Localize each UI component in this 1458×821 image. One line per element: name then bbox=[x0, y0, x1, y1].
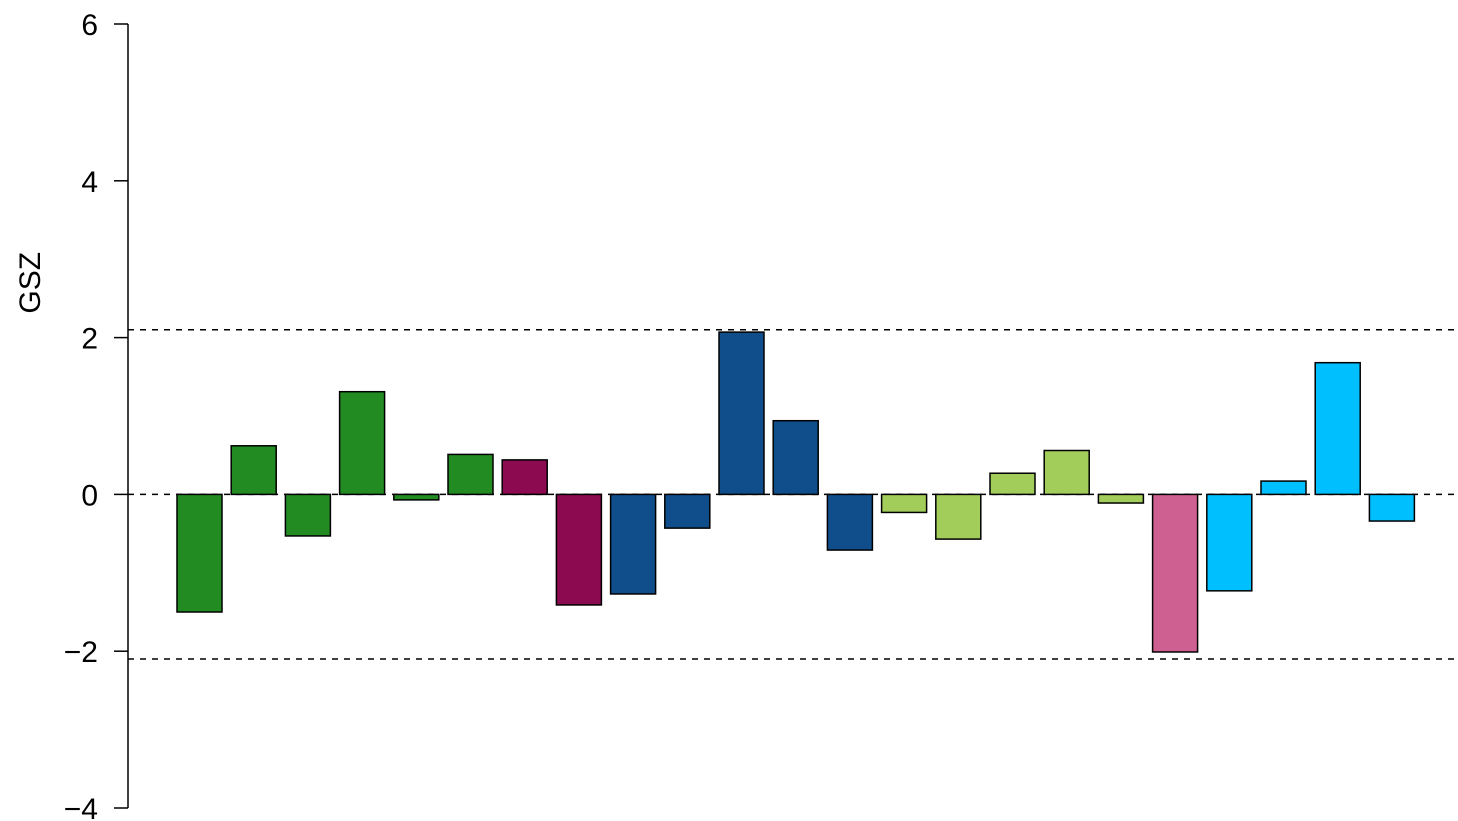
y-tick-label: 0 bbox=[81, 479, 98, 512]
y-axis: −4 −2 0 2 4 6 bbox=[64, 9, 129, 821]
bar bbox=[1206, 493, 1253, 592]
bar bbox=[1151, 493, 1199, 653]
bar bbox=[880, 493, 928, 514]
bar bbox=[284, 493, 332, 537]
y-tick-label: 6 bbox=[81, 9, 98, 42]
bar bbox=[609, 493, 657, 595]
bar bbox=[989, 472, 1036, 496]
bars bbox=[176, 331, 1416, 653]
bar bbox=[393, 493, 440, 501]
bar bbox=[176, 493, 223, 613]
bar bbox=[230, 445, 277, 496]
bar bbox=[1368, 493, 1416, 522]
bar bbox=[1314, 361, 1361, 496]
bar bbox=[1097, 493, 1145, 504]
bar bbox=[772, 419, 819, 496]
bar bbox=[664, 493, 711, 529]
bar bbox=[935, 493, 982, 540]
bar bbox=[826, 493, 874, 551]
bar bbox=[501, 459, 548, 496]
y-axis-title: GSZ bbox=[14, 252, 47, 314]
y-tick-label: −2 bbox=[64, 636, 98, 669]
bar bbox=[718, 331, 765, 496]
bar bbox=[1260, 480, 1307, 496]
y-tick-label: 2 bbox=[81, 323, 98, 356]
bar bbox=[338, 390, 386, 496]
y-tick-label: 4 bbox=[81, 166, 98, 199]
bar bbox=[447, 453, 494, 496]
bar bbox=[1043, 449, 1090, 496]
bar bbox=[555, 493, 603, 606]
y-tick-label: −4 bbox=[64, 793, 98, 821]
